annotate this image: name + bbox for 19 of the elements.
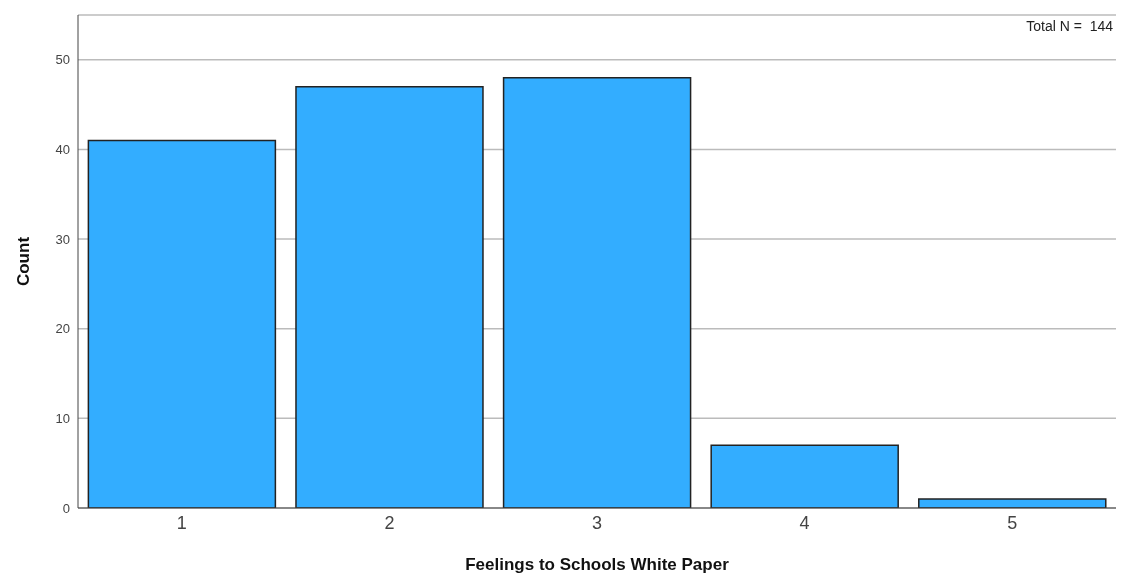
bar [87,139,277,508]
y-tick-label: 20 [55,321,70,337]
bar [918,498,1107,508]
annotation: Total N = 144 [1026,18,1113,34]
y-tick-label: 40 [55,142,70,158]
y-tick-label: 0 [62,500,70,516]
x-tick-label: 3 [591,512,603,533]
bar [295,85,484,508]
y-tick-label: 30 [55,231,70,247]
x-axis-title: Feelings to Schools White Paper [465,555,730,575]
bar [502,77,692,508]
x-tick-label: 4 [799,512,810,533]
y-tick-label: 10 [55,410,70,426]
y-axis-title: Count [14,236,34,287]
y-tick-label: 50 [55,52,70,68]
x-tick-label: 2 [384,512,395,533]
bar [710,444,899,508]
x-tick-label: 1 [176,512,187,533]
x-tick-label: 5 [1007,512,1018,533]
